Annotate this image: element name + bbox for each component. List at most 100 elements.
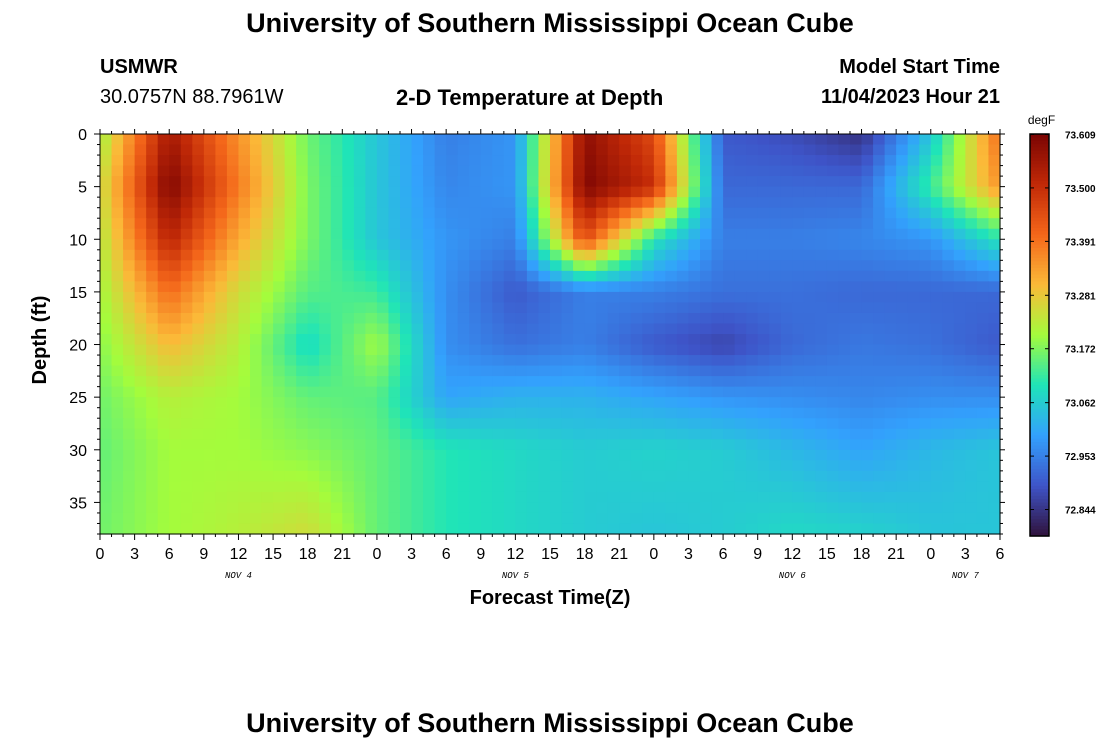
- heatmap-cell: [261, 176, 274, 188]
- heatmap-cell: [134, 376, 147, 388]
- heatmap-cell: [307, 355, 320, 367]
- heatmap-cell: [134, 323, 147, 335]
- heatmap-cell: [469, 323, 482, 335]
- heatmap-cell: [826, 270, 840, 282]
- heatmap-cell: [896, 502, 909, 514]
- heatmap-cell: [919, 312, 932, 325]
- heatmap-cell: [307, 239, 320, 251]
- heatmap-cell: [353, 334, 366, 346]
- heatmap-cell: [942, 502, 955, 514]
- heatmap-cell: [376, 197, 390, 209]
- heatmap-cell: [492, 428, 505, 440]
- heatmap-cell: [988, 481, 1001, 493]
- heatmap-cell: [930, 323, 943, 335]
- heatmap-cell: [711, 512, 724, 525]
- heatmap-cell: [711, 302, 724, 314]
- heatmap-cell: [376, 302, 390, 314]
- heatmap-cell: [953, 134, 966, 146]
- heatmap-cell: [630, 270, 643, 282]
- heatmap-cell: [100, 228, 113, 240]
- heatmap-cell: [319, 512, 332, 525]
- heatmap-cell: [134, 165, 147, 177]
- heatmap-cell: [942, 334, 955, 346]
- heatmap-cell: [976, 260, 990, 272]
- colorbar-segment: [1030, 512, 1049, 517]
- heatmap-cell: [157, 176, 170, 188]
- heatmap-cell: [492, 481, 505, 493]
- heatmap-cell: [203, 186, 216, 198]
- heatmap-cell: [353, 186, 366, 198]
- heatmap-cell: [965, 239, 978, 251]
- heatmap-cell: [365, 470, 378, 482]
- heatmap-cell: [480, 291, 493, 304]
- heatmap-cell: [711, 291, 724, 304]
- heatmap-cell: [607, 365, 620, 377]
- heatmap-cell: [515, 197, 528, 209]
- colorbar-segment: [1030, 351, 1049, 356]
- heatmap-cell: [446, 439, 459, 451]
- heatmap-cell: [596, 155, 609, 167]
- heatmap-cell: [653, 449, 666, 461]
- colorbar-segment: [1030, 304, 1049, 309]
- heatmap-cell: [157, 470, 170, 482]
- heatmap-cell: [700, 386, 713, 398]
- heatmap-cell: [919, 334, 932, 346]
- y-tick-label: 5: [78, 180, 87, 197]
- heatmap-cell: [769, 428, 782, 440]
- colorbar-segment: [1030, 402, 1049, 406]
- heatmap-cell: [838, 144, 851, 156]
- heatmap-cell: [965, 481, 978, 493]
- heatmap-cell: [469, 365, 482, 377]
- heatmap-cell: [907, 449, 920, 461]
- heatmap-cell: [169, 260, 182, 272]
- heatmap-cell: [319, 270, 332, 282]
- heatmap-cell: [838, 386, 851, 398]
- heatmap-cell: [353, 165, 366, 177]
- heatmap-cell: [330, 449, 343, 461]
- heatmap-cell: [342, 249, 355, 261]
- heatmap-cell: [734, 218, 747, 230]
- heatmap-cell: [123, 197, 136, 209]
- heatmap-cell: [457, 355, 470, 367]
- heatmap-cell: [976, 470, 990, 482]
- heatmap-cell: [330, 470, 343, 482]
- heatmap-cell: [446, 176, 459, 188]
- heatmap-cell: [330, 481, 343, 493]
- heatmap-cell: [215, 439, 228, 451]
- heatmap-cell: [607, 207, 620, 219]
- heatmap-cell: [538, 176, 551, 188]
- heatmap-cell: [850, 312, 863, 325]
- heatmap-cell: [757, 323, 770, 335]
- heatmap-cell: [146, 407, 159, 419]
- heatmap-cell: [330, 186, 343, 198]
- heatmap-cell: [157, 260, 170, 272]
- heatmap-cell: [711, 376, 724, 388]
- heatmap-cell: [861, 344, 874, 356]
- heatmap-cell: [757, 481, 770, 493]
- heatmap-cell: [619, 228, 632, 240]
- heatmap-cell: [146, 491, 159, 504]
- heatmap-cell: [457, 460, 470, 472]
- heatmap-cell: [757, 512, 770, 525]
- heatmap-cell: [169, 218, 182, 230]
- heatmap-cell: [353, 176, 366, 188]
- heatmap-cell: [296, 207, 309, 219]
- heatmap-cell: [180, 491, 193, 504]
- heatmap-cell: [953, 512, 966, 525]
- heatmap-cell: [134, 470, 147, 482]
- heatmap-cell: [561, 491, 574, 504]
- heatmap-cell: [353, 397, 366, 409]
- heatmap-cell: [342, 491, 355, 504]
- heatmap-cell: [953, 334, 966, 346]
- heatmap-cell: [850, 449, 863, 461]
- heatmap-cell: [907, 323, 920, 335]
- heatmap-cell: [319, 197, 332, 209]
- heatmap-cell: [792, 386, 805, 398]
- heatmap-cell: [803, 207, 816, 219]
- heatmap-cell: [573, 470, 586, 482]
- heatmap-cell: [376, 428, 390, 440]
- heatmap-cell: [873, 218, 886, 230]
- colorbar-segment: [1030, 472, 1049, 477]
- heatmap-cell: [976, 428, 990, 440]
- heatmap-cell: [515, 344, 528, 356]
